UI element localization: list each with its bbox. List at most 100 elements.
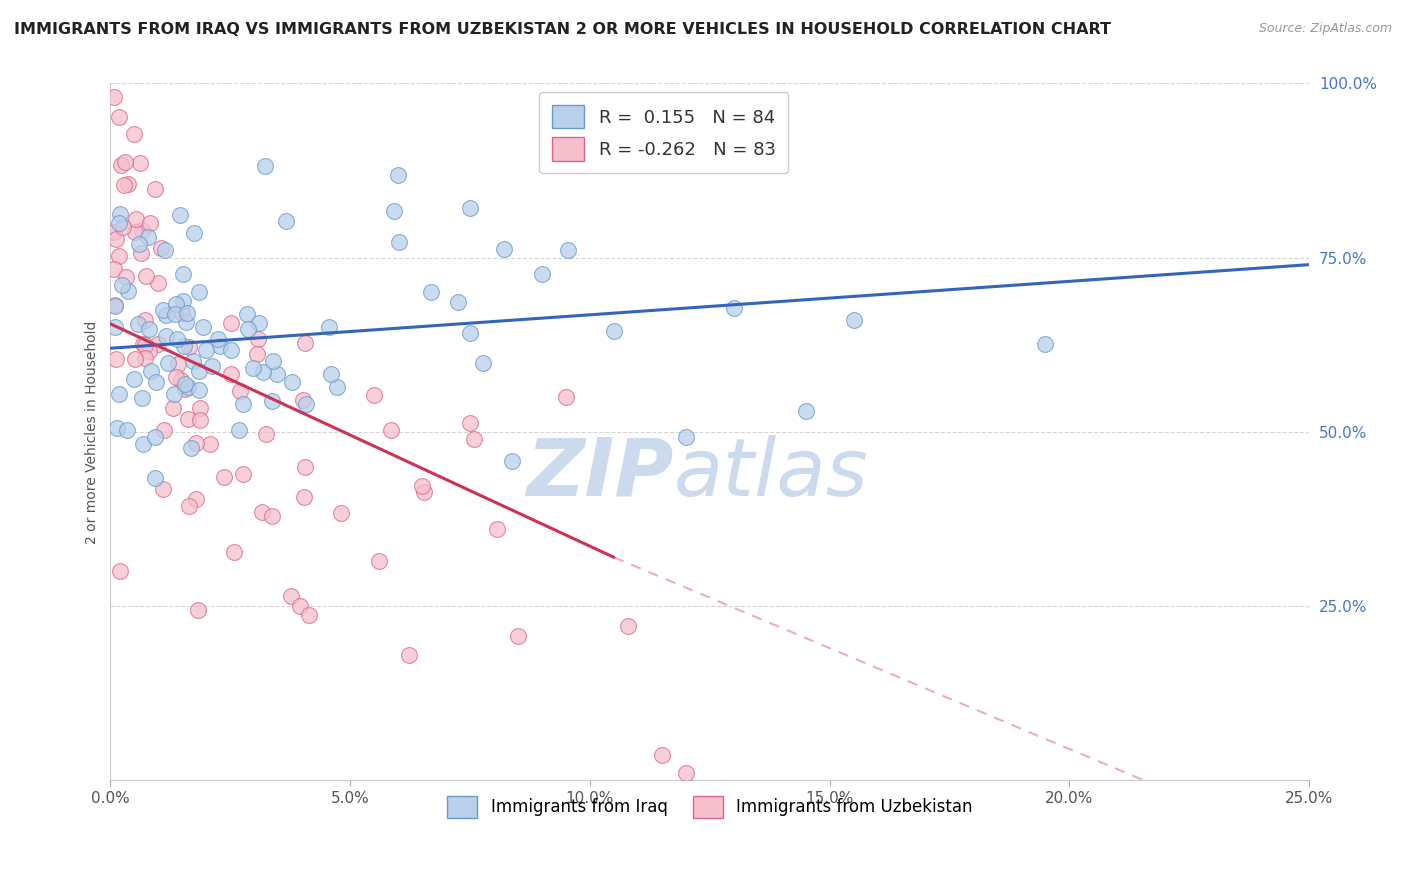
Point: [675, 766, 697, 780]
Point: [281, 375, 304, 389]
Point: [221, 316, 243, 330]
Text: ZIP: ZIP: [526, 434, 673, 513]
Point: [146, 276, 169, 290]
Point: [127, 317, 149, 331]
Point: [492, 242, 515, 256]
Point: [280, 589, 302, 603]
Point: [228, 423, 250, 437]
Point: [794, 404, 817, 418]
Point: [723, 301, 745, 315]
Point: [143, 470, 166, 484]
Point: [135, 268, 157, 283]
Point: [246, 332, 269, 346]
Point: [384, 204, 406, 219]
Point: [252, 365, 274, 379]
Point: [165, 369, 187, 384]
Point: [153, 423, 176, 437]
Point: [254, 426, 277, 441]
Text: Source: ZipAtlas.com: Source: ZipAtlas.com: [1258, 22, 1392, 36]
Point: [617, 618, 640, 632]
Point: [105, 420, 128, 434]
Point: [134, 312, 156, 326]
Point: [134, 338, 156, 352]
Point: [246, 347, 269, 361]
Point: [155, 308, 177, 322]
Point: [266, 367, 288, 381]
Point: [183, 354, 205, 368]
Point: [188, 412, 211, 426]
Point: [447, 295, 470, 310]
Point: [170, 373, 193, 387]
Point: [138, 322, 160, 336]
Point: [104, 299, 127, 313]
Point: [124, 128, 146, 142]
Point: [153, 243, 176, 257]
Point: [187, 603, 209, 617]
Point: [294, 396, 316, 410]
Point: [298, 608, 321, 623]
Point: [262, 508, 284, 523]
Point: [155, 329, 177, 343]
Point: [398, 648, 420, 662]
Point: [232, 397, 254, 411]
Point: [141, 364, 163, 378]
Point: [236, 321, 259, 335]
Point: [150, 241, 173, 255]
Point: [108, 216, 131, 230]
Point: [163, 308, 186, 322]
Point: [112, 178, 135, 192]
Point: [129, 245, 152, 260]
Point: [143, 182, 166, 196]
Point: [128, 237, 150, 252]
Point: [104, 351, 127, 366]
Point: [232, 467, 254, 482]
Point: [146, 336, 169, 351]
Point: [198, 436, 221, 450]
Point: [108, 110, 131, 124]
Point: [530, 267, 553, 281]
Point: [172, 294, 194, 309]
Point: [165, 297, 187, 311]
Point: [557, 243, 579, 257]
Point: [163, 386, 186, 401]
Point: [330, 506, 353, 520]
Point: [188, 383, 211, 397]
Point: [367, 553, 389, 567]
Point: [139, 216, 162, 230]
Point: [103, 225, 125, 239]
Point: [603, 324, 626, 338]
Point: [1035, 337, 1057, 351]
Point: [294, 460, 316, 475]
Point: [242, 361, 264, 376]
Point: [472, 356, 495, 370]
Point: [131, 337, 153, 351]
Point: [134, 351, 156, 366]
Point: [219, 343, 242, 357]
Point: [318, 319, 340, 334]
Point: [143, 429, 166, 443]
Legend: Immigrants from Iraq, Immigrants from Uzbekistan: Immigrants from Iraq, Immigrants from Uz…: [440, 789, 979, 824]
Point: [274, 214, 297, 228]
Point: [651, 748, 673, 763]
Point: [292, 490, 315, 504]
Point: [172, 268, 194, 282]
Point: [387, 168, 409, 182]
Point: [114, 155, 136, 169]
Point: [177, 412, 200, 426]
Point: [145, 375, 167, 389]
Point: [294, 336, 316, 351]
Point: [485, 522, 508, 536]
Point: [152, 483, 174, 497]
Text: IMMIGRANTS FROM IRAQ VS IMMIGRANTS FROM UZBEKISTAN 2 OR MORE VEHICLES IN HOUSEHO: IMMIGRANTS FROM IRAQ VS IMMIGRANTS FROM …: [14, 22, 1111, 37]
Point: [104, 298, 127, 312]
Point: [110, 158, 132, 172]
Point: [221, 368, 243, 382]
Point: [136, 230, 159, 244]
Point: [108, 206, 131, 220]
Point: [170, 306, 193, 320]
Point: [262, 353, 284, 368]
Point: [501, 453, 523, 467]
Point: [124, 225, 146, 239]
Point: [250, 505, 273, 519]
Point: [188, 401, 211, 416]
